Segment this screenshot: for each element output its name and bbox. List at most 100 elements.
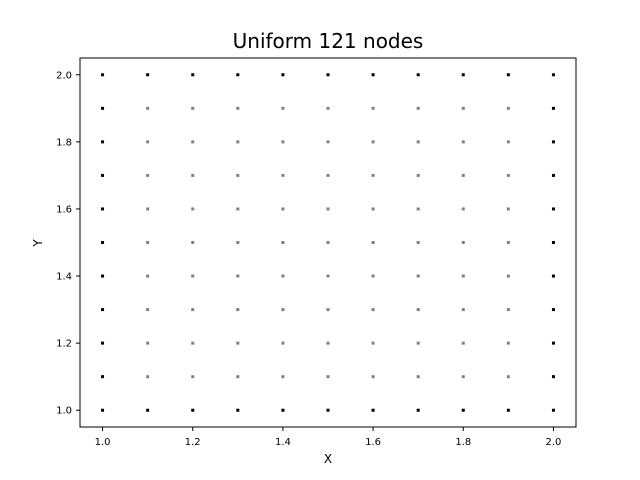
interior-point bbox=[146, 308, 150, 312]
interior-point bbox=[326, 375, 330, 379]
interior-point bbox=[326, 106, 330, 110]
boundary-point bbox=[461, 73, 465, 77]
boundary-point bbox=[551, 73, 555, 77]
boundary-point bbox=[101, 341, 105, 345]
boundary-point bbox=[101, 241, 105, 244]
boundary-point bbox=[236, 73, 240, 77]
interior-point bbox=[326, 241, 330, 244]
boundary-point bbox=[101, 73, 105, 77]
boundary-point bbox=[551, 308, 555, 312]
interior-point bbox=[236, 341, 240, 345]
boundary-point bbox=[101, 173, 105, 177]
interior-point bbox=[146, 106, 150, 110]
interior-point bbox=[146, 274, 150, 278]
interior-point bbox=[506, 106, 510, 110]
interior-point bbox=[236, 140, 240, 144]
interior-point bbox=[236, 375, 240, 379]
interior-point bbox=[461, 375, 465, 379]
y-tick-label: 1.2 bbox=[56, 339, 72, 350]
interior-point bbox=[236, 308, 240, 312]
interior-point bbox=[281, 106, 285, 110]
y-axis-label: Y bbox=[31, 239, 45, 248]
boundary-point bbox=[416, 73, 420, 77]
interior-point bbox=[506, 308, 510, 312]
boundary-point bbox=[146, 73, 150, 77]
interior-point bbox=[146, 207, 150, 211]
data-points bbox=[101, 73, 555, 412]
interior-point bbox=[506, 140, 510, 144]
boundary-point bbox=[101, 375, 105, 379]
interior-point bbox=[191, 375, 195, 379]
interior-point bbox=[371, 140, 375, 144]
interior-point bbox=[281, 140, 285, 144]
interior-point bbox=[281, 308, 285, 312]
interior-point bbox=[146, 140, 150, 144]
interior-point bbox=[281, 341, 285, 345]
interior-point bbox=[371, 341, 375, 345]
interior-point bbox=[416, 341, 420, 345]
boundary-point bbox=[371, 408, 375, 412]
boundary-point bbox=[416, 408, 420, 412]
interior-point bbox=[236, 173, 240, 177]
x-tick-label: 1.6 bbox=[365, 437, 381, 448]
boundary-point bbox=[551, 207, 555, 211]
interior-point bbox=[326, 207, 330, 211]
boundary-point bbox=[506, 73, 510, 77]
boundary-point bbox=[146, 408, 150, 412]
interior-point bbox=[506, 341, 510, 345]
boundary-point bbox=[551, 106, 555, 110]
boundary-point bbox=[101, 207, 105, 211]
boundary-point bbox=[281, 73, 285, 77]
plot-area-frame bbox=[79, 57, 577, 428]
y-tick-label: 1.4 bbox=[56, 272, 72, 283]
interior-point bbox=[371, 106, 375, 110]
interior-point bbox=[371, 207, 375, 211]
interior-point bbox=[461, 207, 465, 211]
interior-point bbox=[506, 173, 510, 177]
interior-point bbox=[461, 274, 465, 278]
interior-point bbox=[146, 173, 150, 177]
interior-point bbox=[326, 308, 330, 312]
interior-point bbox=[371, 274, 375, 278]
interior-point bbox=[416, 274, 420, 278]
boundary-point bbox=[551, 341, 555, 345]
interior-point bbox=[191, 274, 195, 278]
x-tick-label: 1.4 bbox=[275, 437, 291, 448]
boundary-point bbox=[101, 140, 105, 144]
interior-point bbox=[371, 375, 375, 379]
interior-point bbox=[191, 106, 195, 110]
boundary-point bbox=[551, 241, 555, 244]
interior-point bbox=[281, 207, 285, 211]
x-axis-label: X bbox=[324, 452, 332, 466]
interior-point bbox=[281, 375, 285, 379]
interior-point bbox=[146, 375, 150, 379]
boundary-point bbox=[551, 408, 555, 412]
boundary-point bbox=[551, 173, 555, 177]
interior-point bbox=[281, 274, 285, 278]
interior-point bbox=[236, 106, 240, 110]
interior-point bbox=[461, 173, 465, 177]
interior-point bbox=[506, 207, 510, 211]
interior-point bbox=[236, 207, 240, 211]
interior-point bbox=[416, 241, 420, 244]
boundary-point bbox=[551, 274, 555, 278]
boundary-point bbox=[191, 73, 195, 77]
boundary-point bbox=[281, 408, 285, 412]
interior-point bbox=[146, 341, 150, 345]
interior-point bbox=[191, 207, 195, 211]
interior-point bbox=[371, 241, 375, 244]
interior-point bbox=[506, 375, 510, 379]
boundary-point bbox=[101, 308, 105, 312]
boundary-point bbox=[551, 140, 555, 144]
boundary-point bbox=[506, 408, 510, 412]
interior-point bbox=[416, 140, 420, 144]
boundary-point bbox=[551, 375, 555, 379]
interior-point bbox=[191, 341, 195, 345]
interior-point bbox=[191, 140, 195, 144]
y-tick-label: 1.6 bbox=[56, 204, 72, 215]
interior-point bbox=[461, 106, 465, 110]
interior-point bbox=[416, 106, 420, 110]
interior-point bbox=[326, 341, 330, 345]
chart-title: Uniform 121 nodes bbox=[233, 29, 424, 53]
